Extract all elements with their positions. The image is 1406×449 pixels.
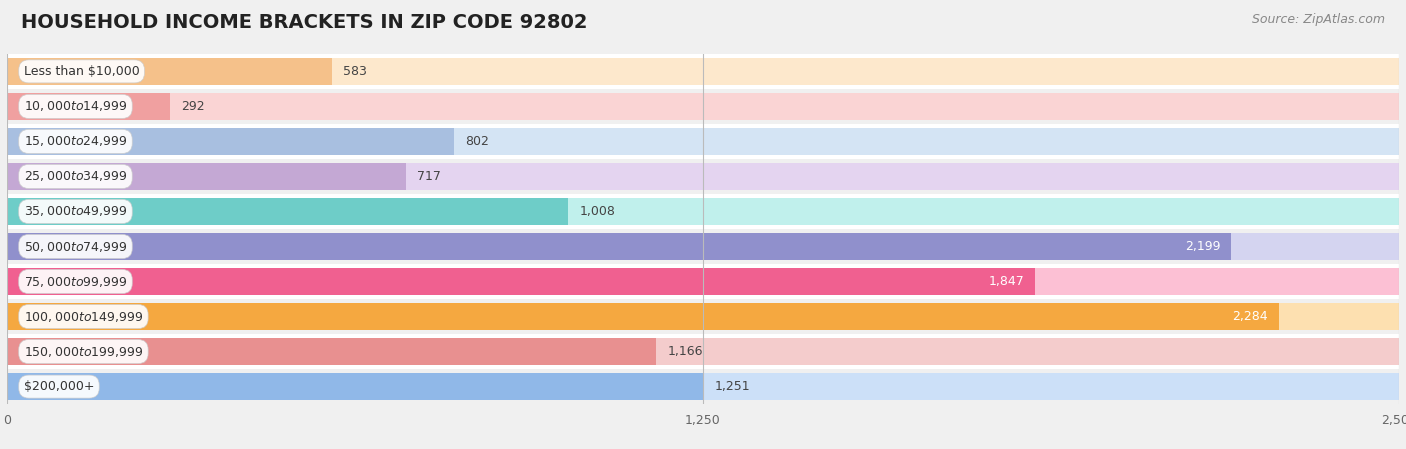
Bar (7, 338, 1399, 365)
Text: $50,000 to $74,999: $50,000 to $74,999 (24, 239, 127, 254)
Bar (7, 58, 332, 85)
Bar (7, 233, 1399, 260)
Text: Less than $10,000: Less than $10,000 (24, 65, 139, 78)
Text: $150,000 to $199,999: $150,000 to $199,999 (24, 344, 143, 359)
Bar (7, 268, 1035, 295)
Bar (7, 338, 657, 365)
Text: $75,000 to $99,999: $75,000 to $99,999 (24, 274, 127, 289)
Bar (7, 89, 1399, 124)
Bar (7, 194, 1399, 229)
Bar (7, 299, 1399, 334)
Bar (7, 303, 1399, 330)
Bar (7, 303, 1278, 330)
Text: 717: 717 (418, 170, 441, 183)
Text: 1,251: 1,251 (714, 380, 751, 393)
Bar (7, 163, 1399, 190)
Bar (7, 163, 406, 190)
Bar (7, 373, 1399, 400)
Text: 2,199: 2,199 (1185, 240, 1220, 253)
Text: $100,000 to $149,999: $100,000 to $149,999 (24, 309, 143, 324)
Text: $35,000 to $49,999: $35,000 to $49,999 (24, 204, 127, 219)
Text: 802: 802 (465, 135, 488, 148)
Bar (7, 93, 1399, 120)
Bar (7, 128, 1399, 155)
Bar (7, 198, 1399, 225)
Text: 1,008: 1,008 (579, 205, 616, 218)
Text: 2,284: 2,284 (1232, 310, 1268, 323)
Text: Source: ZipAtlas.com: Source: ZipAtlas.com (1251, 13, 1385, 26)
Bar (7, 198, 568, 225)
Bar (7, 159, 1399, 194)
Text: 1,847: 1,847 (988, 275, 1024, 288)
Bar (7, 264, 1399, 299)
Bar (7, 334, 1399, 369)
Bar (7, 128, 454, 155)
Text: $10,000 to $14,999: $10,000 to $14,999 (24, 99, 127, 114)
Bar (7, 369, 1399, 404)
Bar (7, 93, 170, 120)
Text: 1,166: 1,166 (668, 345, 703, 358)
Bar (7, 124, 1399, 159)
Text: HOUSEHOLD INCOME BRACKETS IN ZIP CODE 92802: HOUSEHOLD INCOME BRACKETS IN ZIP CODE 92… (21, 13, 588, 32)
Text: 583: 583 (343, 65, 367, 78)
Text: $25,000 to $34,999: $25,000 to $34,999 (24, 169, 127, 184)
Text: $15,000 to $24,999: $15,000 to $24,999 (24, 134, 127, 149)
Bar (7, 58, 1399, 85)
Bar (7, 373, 703, 400)
Bar (7, 54, 1399, 89)
Text: 292: 292 (181, 100, 204, 113)
Bar (7, 229, 1399, 264)
Bar (7, 233, 1232, 260)
Bar (7, 268, 1399, 295)
Text: $200,000+: $200,000+ (24, 380, 94, 393)
